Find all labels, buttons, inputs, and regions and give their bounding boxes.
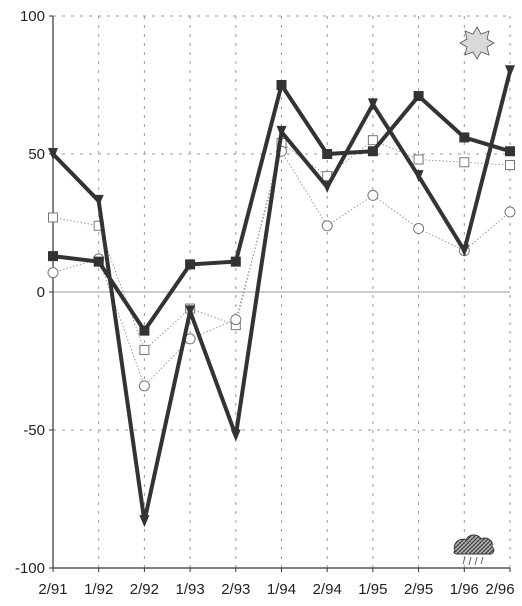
data-point [322, 149, 333, 159]
data-point [93, 256, 104, 267]
series-layer [47, 65, 516, 528]
data-point [48, 251, 58, 262]
series-open-square [48, 135, 515, 355]
data-point [367, 98, 378, 111]
rain-cloud-icon [453, 534, 495, 566]
data-point [230, 256, 241, 267]
data-point [185, 305, 196, 318]
data-point [367, 146, 378, 157]
data-point [230, 429, 241, 442]
x-tick-label: 1/96 [450, 581, 479, 598]
data-point [505, 65, 515, 78]
data-point [276, 125, 287, 138]
series-line [52, 149, 511, 387]
data-point [322, 181, 333, 194]
data-point [139, 344, 150, 355]
x-tick-label: 2/95 [404, 581, 433, 598]
data-point [139, 515, 150, 528]
x-tick-label: 2/94 [313, 581, 342, 598]
weather-icons [453, 26, 495, 566]
data-point [230, 314, 242, 326]
x-tick-label: 2/96 [485, 581, 514, 598]
data-point [48, 212, 58, 223]
grid [53, 15, 511, 568]
data-point [504, 206, 516, 218]
data-point [276, 80, 287, 90]
data-point [413, 223, 425, 235]
data-point [459, 157, 470, 168]
x-tick-label: 2/92 [130, 581, 159, 598]
axes: 100 50 0 -50 -100 2/91 1/92 2/92 1/93 2/93 1/94 2/9… [15, 8, 515, 598]
x-tick-label: 2/93 [221, 581, 250, 598]
data-point [138, 380, 150, 392]
data-point [505, 146, 515, 157]
x-tick-label: 1/93 [175, 581, 204, 598]
data-point [413, 91, 424, 102]
data-point [321, 220, 333, 232]
data-point [459, 132, 470, 143]
data-point [505, 160, 515, 171]
data-point [48, 148, 58, 160]
data-point [47, 267, 59, 279]
y-tick-label: -50 [23, 422, 45, 439]
y-tick-label: 50 [28, 146, 45, 163]
data-point [93, 194, 104, 207]
data-point [413, 170, 424, 183]
data-point [459, 244, 470, 257]
x-tick-label: 2/91 [38, 581, 67, 598]
data-point [413, 154, 424, 165]
y-tick-label: -100 [15, 560, 45, 577]
sun-icon [459, 26, 495, 60]
x-tick-label: 1/95 [358, 581, 387, 598]
series-filled-triangle-down [48, 65, 515, 528]
data-point [367, 135, 378, 146]
x-tick-label: 1/92 [84, 581, 113, 598]
x-tick-label: 1/94 [267, 581, 296, 598]
y-tick-label: 0 [37, 284, 45, 301]
data-point [139, 325, 150, 336]
data-point [185, 259, 196, 270]
data-point [367, 189, 379, 201]
y-tick-label: 100 [20, 8, 45, 25]
series-filled-square [48, 80, 515, 336]
